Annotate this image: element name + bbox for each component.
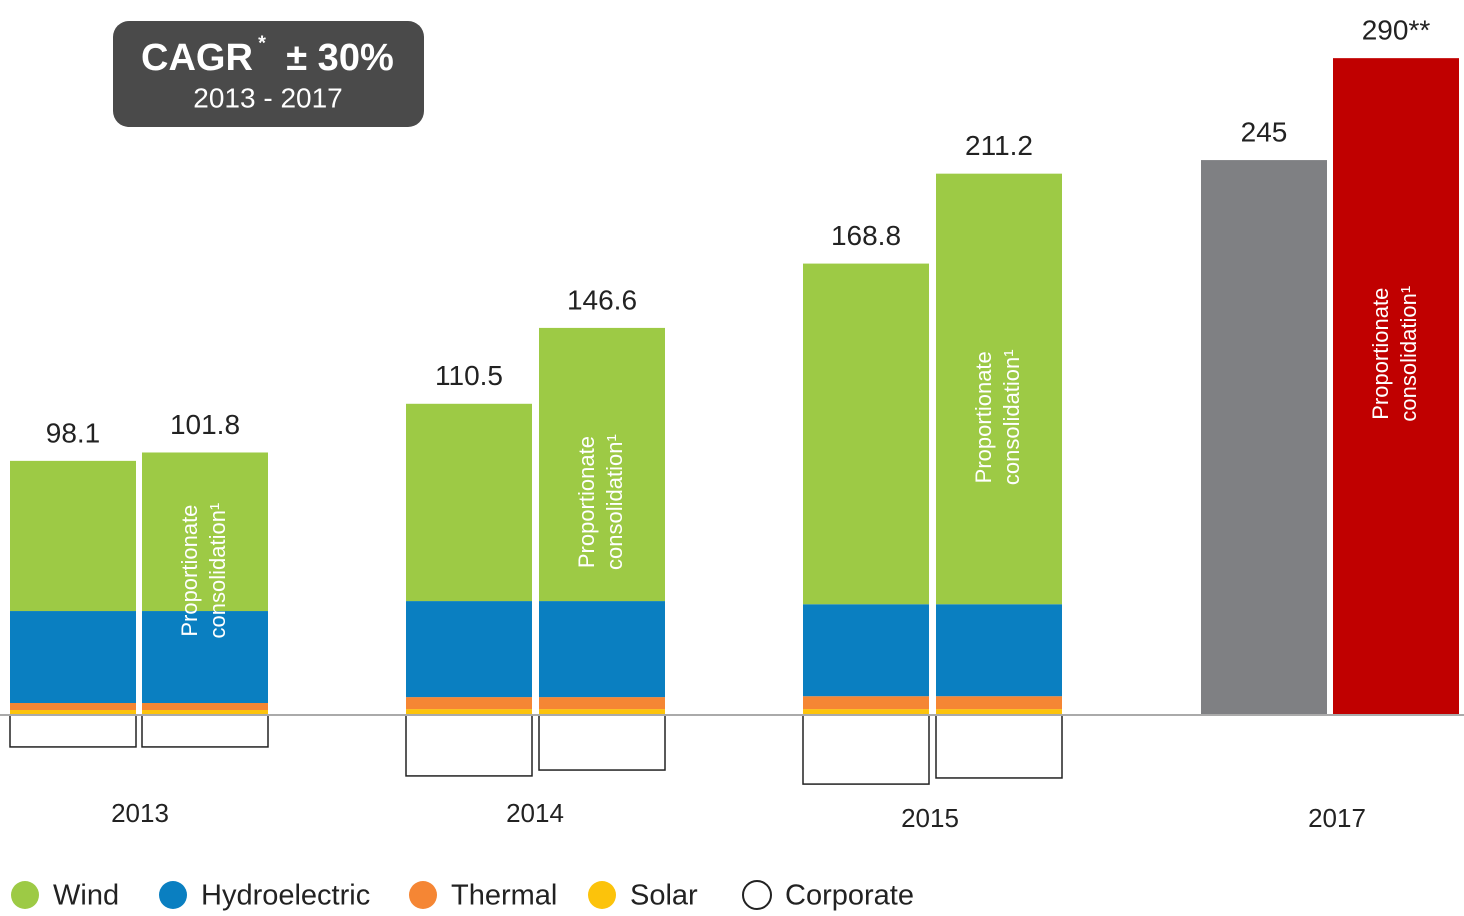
bar-segment: [803, 604, 929, 697]
cagr-badge: [113, 21, 424, 127]
badge-period: 2013 - 2017: [193, 82, 342, 113]
total-label: 146.6: [567, 284, 637, 315]
corporate-segment: [141, 714, 269, 748]
x-tick-label: 2013: [111, 798, 169, 828]
bar-segment: [406, 697, 532, 710]
annotation-line: consolidation¹: [999, 349, 1024, 485]
corporate-segment: [538, 714, 666, 771]
bar-segment: [10, 710, 136, 715]
legend-label: Wind: [53, 880, 119, 912]
x-tick-label: 2014: [506, 798, 564, 828]
x-tick-label: 2017: [1308, 803, 1366, 833]
annotation-line: Proportionate: [1368, 288, 1393, 420]
corporate-segment: [405, 714, 533, 777]
corporate-segment: [802, 714, 930, 785]
badge-value: ± 30%: [286, 37, 393, 79]
bar-segment: [142, 611, 268, 703]
bar-annotation: Proportionate consolidation¹: [177, 503, 230, 639]
annotation-line: Proportionate: [971, 351, 996, 483]
annotation-line: consolidation¹: [602, 434, 627, 570]
legend-swatch: [588, 881, 616, 909]
bar-segment: [803, 263, 929, 605]
bar-segment: [936, 696, 1062, 710]
legend-swatch: [409, 881, 437, 909]
bar: [1333, 58, 1459, 715]
legend-swatch: [159, 881, 187, 909]
legend-swatch: [742, 880, 772, 910]
bar-segment: [406, 709, 532, 715]
legend-label: Hydroelectric: [201, 880, 370, 912]
legend-label: Thermal: [451, 880, 557, 912]
annotation-line: consolidation¹: [205, 503, 230, 639]
bar-segment: [142, 452, 268, 612]
badge-mark: *: [258, 32, 266, 54]
bar: [1201, 160, 1327, 715]
bar-segment: [936, 604, 1062, 697]
bar-segment: [406, 601, 532, 698]
annotation-line: Proportionate: [177, 505, 202, 637]
total-label: 110.5: [435, 360, 503, 391]
bar-segment: [142, 702, 268, 711]
bar-segment: [406, 403, 532, 602]
bar-annotation: Proportionate consolidation¹: [1368, 286, 1421, 422]
total-label: 211.2: [965, 130, 1033, 161]
annotation-line: Proportionate: [574, 436, 599, 568]
bar-segment: [10, 611, 136, 703]
annotation-line: consolidation¹: [1396, 286, 1421, 422]
legend-label: Solar: [630, 880, 698, 912]
bar-annotation: Proportionate consolidation¹: [971, 349, 1024, 485]
bar-segment: [10, 702, 136, 711]
corporate-segment: [9, 714, 137, 748]
bar-segment: [539, 697, 665, 710]
bar-segment: [539, 327, 665, 602]
total-label: 101.8: [170, 409, 240, 440]
total-label: 290**: [1362, 15, 1431, 46]
bar-segment: [936, 173, 1062, 605]
legend-label: Corporate: [785, 880, 914, 912]
bar-segment: [539, 709, 665, 715]
bar-annotation: Proportionate consolidation¹: [574, 434, 627, 570]
bar-segment: [936, 709, 1062, 715]
bar-segment: [803, 696, 929, 710]
bar-segment: [803, 709, 929, 715]
total-label: 98.1: [46, 417, 101, 448]
total-label: 245: [1241, 116, 1288, 147]
bar-segment: [142, 710, 268, 715]
legend-swatch: [11, 881, 39, 909]
bar-segment: [10, 460, 136, 612]
badge-title: CAGR: [141, 37, 253, 79]
x-tick-label: 2015: [901, 803, 959, 833]
total-label: 168.8: [831, 220, 901, 251]
bar-segment: [539, 601, 665, 698]
corporate-segment: [935, 714, 1063, 779]
